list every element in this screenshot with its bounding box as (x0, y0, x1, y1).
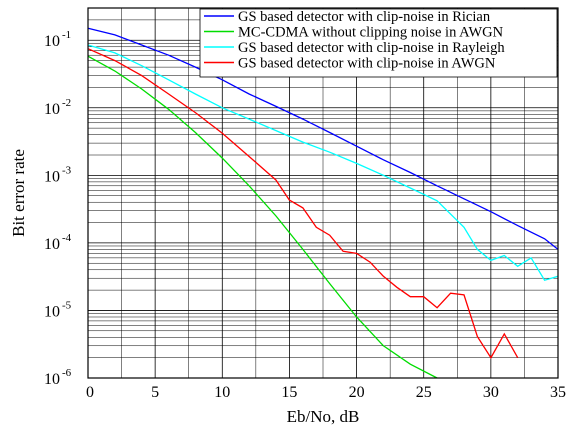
y-tick-label: 10 -2 (44, 97, 71, 118)
x-tick-label: 35 (550, 384, 566, 401)
legend-item: GS based detector with clip-noise in Ray… (204, 40, 505, 56)
x-tick-label: 25 (416, 384, 432, 401)
x-axis-label: Eb/No, dB (287, 407, 360, 426)
y-tick-label: 10 -3 (44, 164, 72, 185)
y-tick-exponent: -4 (62, 232, 72, 244)
x-tick-label: 10 (214, 384, 230, 401)
series-line-1 (87, 27, 559, 250)
y-tick-base: 10 (44, 236, 60, 253)
legend-label: GS based detector with clip-noise in Ray… (238, 40, 505, 56)
y-axis-label: Bit error rate (9, 149, 28, 237)
y-tick-exponent: -5 (62, 299, 72, 311)
y-tick-labels: 10-110-210-310-410-510-6 (44, 29, 72, 388)
x-tick-label: 5 (151, 384, 159, 401)
y-tick-base: 10 (44, 168, 60, 185)
series-line-3 (87, 44, 559, 281)
y-tick-label: 10 -1 (44, 29, 71, 50)
x-tick-label: 0 (86, 384, 94, 401)
series-line-2 (87, 55, 438, 379)
x-tick-label: 30 (483, 384, 499, 401)
y-tick-base: 10 (44, 101, 60, 118)
y-tick-base: 10 (44, 371, 60, 388)
legend-item: MC-CDMA without clipping noise in AWGN (204, 25, 504, 41)
legend-item: GS based detector with clip-noise in AWG… (204, 56, 496, 72)
y-tick-exponent: -3 (62, 164, 72, 176)
y-tick-label: 10 -6 (44, 367, 72, 388)
y-tick-base: 10 (44, 303, 60, 320)
legend-label: GS based detector with clip-noise in AWG… (238, 56, 496, 72)
y-tick-base: 10 (44, 33, 60, 50)
y-tick-label: 10 -5 (44, 299, 72, 320)
legend-label: MC-CDMA without clipping noise in AWGN (238, 25, 504, 41)
x-tick-label: 15 (281, 384, 297, 401)
legend-box (199, 8, 558, 78)
plot-frame (87, 7, 559, 379)
x-tick-labels: 0 5 10 15 20 25 30 35 (86, 384, 566, 401)
legend-item: GS based detector with clip-noise in Ric… (204, 9, 491, 25)
x-tick-label: 20 (349, 384, 365, 401)
legend-label: GS based detector with clip-noise in Ric… (238, 9, 491, 25)
y-tick-label: 10 -4 (44, 232, 72, 253)
y-tick-exponent: -1 (62, 29, 71, 41)
series-lines (87, 27, 559, 379)
series-line-4 (87, 48, 519, 359)
legend: GS based detector with clip-noise in Ric… (199, 8, 558, 78)
y-tick-exponent: -2 (62, 97, 71, 109)
y-tick-exponent: -6 (62, 367, 72, 379)
